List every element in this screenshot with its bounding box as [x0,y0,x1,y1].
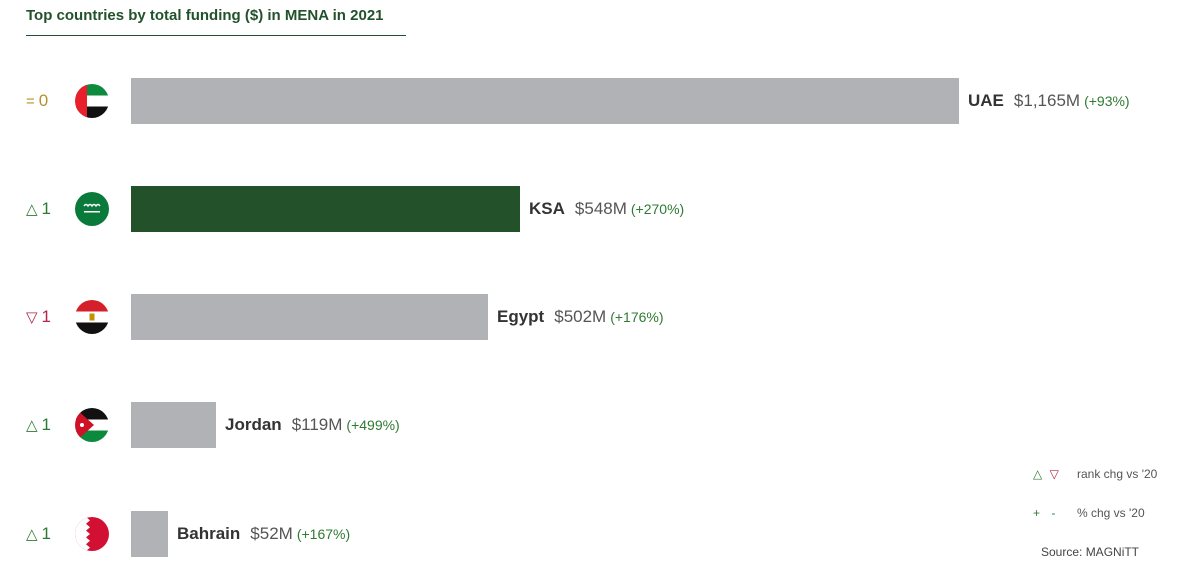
pct-change: (+270%) [630,201,685,217]
legend-pct: + - % chg vs '20 [1033,506,1145,520]
legend-rank: △ ▽ rank chg vs '20 [1033,467,1157,481]
rank-change-symbol: = [26,93,35,110]
bar-label-egypt: Egypt $502M (+176%) [497,294,664,340]
pct-change: (+93%) [1084,93,1130,109]
rank-change-symbol: ▽ [26,309,38,326]
rank-change-value: 1 [41,415,52,434]
legend-rank-down-symbol: ▽ [1049,467,1059,481]
title-underline [26,35,406,36]
funding-value: $548M [574,199,627,218]
rank-change-uae: = 0 [26,78,48,124]
rank-change-ksa: △ 1 [26,186,51,232]
legend-pct-minus-symbol: - [1051,506,1056,520]
country-name: UAE [968,91,1004,110]
country-name: Bahrain [177,524,241,543]
bar-row-uae: = 0 UAE $1,165M (+93%) [0,78,1189,124]
country-name: Jordan [225,415,282,434]
pct-change: (+176%) [610,309,664,325]
rank-change-bahrain: △ 1 [26,511,51,557]
bahrain-flag-icon [75,517,109,551]
bar-label-jordan: Jordan $119M (+499%) [225,402,400,448]
rank-change-value: 1 [41,199,52,218]
rank-change-symbol: △ [26,526,38,543]
bar-label-uae: UAE $1,165M (+93%) [968,78,1130,124]
ksa-flag-icon [75,192,109,226]
pct-change: (+499%) [346,417,400,433]
legend-pct-label: % chg vs '20 [1077,506,1145,520]
funding-value: $502M [554,307,607,326]
funding-value: $52M [250,524,293,543]
legend-pct-plus-symbol: + [1033,506,1041,520]
country-name: KSA [529,199,565,218]
legend-rank-up-symbol: △ [1033,467,1043,481]
country-name: Egypt [497,307,545,326]
source-note: Source: MAGNiTT [1041,545,1140,559]
uae-flag-icon [75,84,109,118]
bar-ksa [131,186,520,232]
rank-change-value: 1 [41,307,52,326]
chart-title: Top countries by total funding ($) in ME… [26,7,384,24]
bar-row-egypt: ▽ 1 Egypt $502M (+176%) [0,294,1189,340]
rank-change-jordan: △ 1 [26,402,51,448]
rank-change-egypt: ▽ 1 [26,294,51,340]
bar-label-ksa: KSA $548M (+270%) [529,186,684,232]
bar-egypt [131,294,488,340]
rank-change-symbol: △ [26,201,38,218]
rank-change-value: 0 [38,91,49,110]
rank-change-value: 1 [41,524,52,543]
bar-uae [131,78,959,124]
egypt-flag-icon [75,300,109,334]
pct-change: (+167%) [296,526,351,542]
legend-rank-label: rank chg vs '20 [1077,467,1158,481]
bar-row-bahrain: △ 1 Bahrain $52M (+167%) [0,511,1189,557]
bar-row-ksa: △ 1 KSA $548M (+270%) [0,186,1189,232]
bar-label-bahrain: Bahrain $52M (+167%) [177,511,350,557]
funding-value: $1,165M [1013,91,1081,110]
bar-jordan [131,402,216,448]
bar-row-jordan: △ 1 Jordan $119M (+499%) [0,402,1189,448]
bar-bahrain [131,511,168,557]
funding-value: $119M [291,415,343,434]
jordan-flag-icon [75,408,109,442]
rank-change-symbol: △ [26,417,38,434]
